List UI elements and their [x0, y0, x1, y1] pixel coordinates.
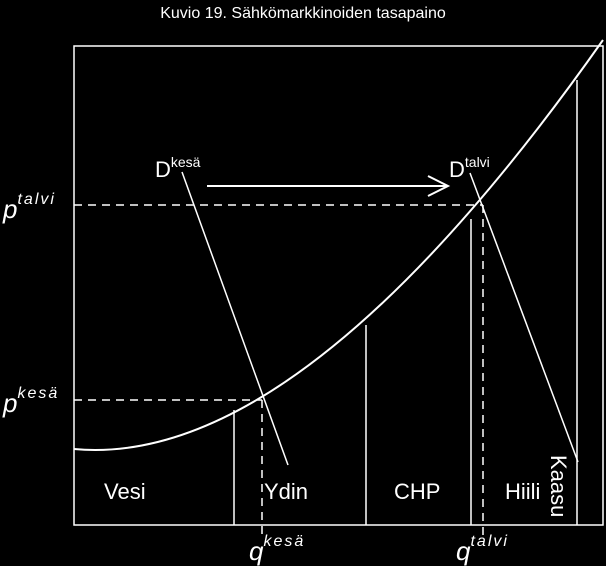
demand-label-summer: Dkesä: [155, 154, 201, 182]
demand-line-winter: [469, 172, 579, 463]
energy-source-kaasu: Kaasu: [546, 455, 571, 517]
diagram-title: Kuvio 19. Sähkömarkkinoiden tasapaino: [160, 5, 446, 22]
quantity-label-summer: qkesä: [249, 533, 305, 566]
supply-curve: [73, 39, 604, 451]
price-label-winter: ptalvi: [2, 191, 56, 224]
energy-source-hiili: Hiili: [505, 479, 540, 504]
plot-frame: [73, 45, 604, 526]
price-label-summer: pkesä: [2, 385, 59, 418]
energy-source-chp: CHP: [394, 479, 440, 504]
energy-source-vesi: Vesi: [104, 479, 146, 504]
demand-label-winter: Dtalvi: [449, 154, 490, 182]
quantity-label-winter: qtalvi: [456, 533, 509, 566]
demand-shift-arrow: [207, 175, 451, 197]
demand-line-summer: [181, 171, 289, 466]
energy-source-ydin: Ydin: [264, 479, 308, 504]
